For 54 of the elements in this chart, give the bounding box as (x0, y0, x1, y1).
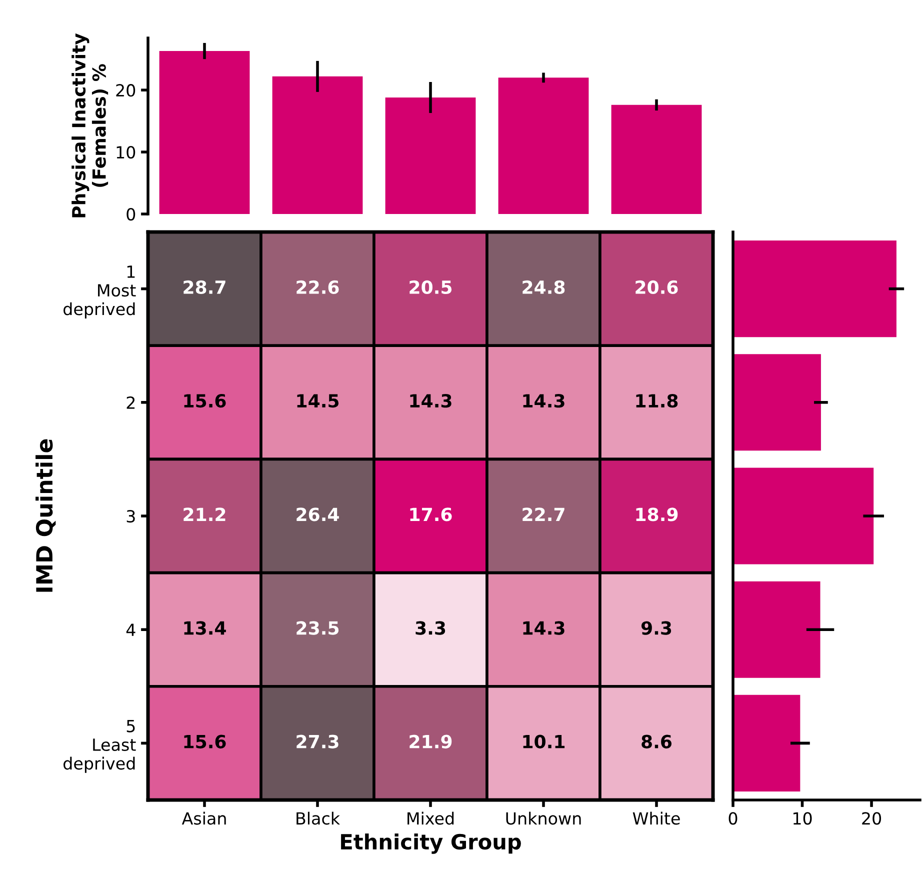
data-label: 15.6 (184, 734, 226, 748)
y-tick-label: 0 (126, 208, 136, 221)
data-label: 20.5 (410, 280, 452, 294)
data-label: 21.9 (410, 734, 452, 748)
data-label: 8.6 (642, 734, 672, 748)
data-label: 22.6 (296, 280, 339, 294)
x-tick-label: Black (296, 812, 340, 825)
x-tick-label: 20 (862, 812, 882, 825)
bar (733, 354, 821, 451)
data-label: 14.3 (523, 394, 564, 408)
data-label: 11.8 (636, 394, 678, 408)
x-tick-label: White (632, 812, 680, 825)
y-tick-label: 2 (126, 396, 135, 409)
y-tick-label: 10 (116, 146, 136, 159)
x-tick-label: Mixed (408, 812, 454, 825)
data-label: 17.6 (410, 508, 452, 522)
y-tick-label: 1 Most deprived (64, 266, 136, 319)
bar (733, 468, 874, 564)
x-axis-title: Ethnicity Group (341, 833, 521, 854)
x-tick-label: Asian (182, 812, 226, 825)
bar (159, 51, 250, 214)
data-label: 23.5 (296, 621, 339, 635)
x-tick-label: 10 (793, 812, 812, 825)
data-label: 14.3 (410, 394, 452, 408)
bar (733, 240, 896, 338)
data-label: 26.4 (296, 508, 339, 522)
bar (385, 97, 476, 214)
y-tick-label: 20 (116, 84, 136, 97)
data-label: 13.4 (184, 621, 226, 635)
y-tick-label: 3 (126, 510, 135, 523)
y-axis-title: IMD Quintile (36, 439, 56, 592)
data-label: 3.3 (416, 621, 446, 635)
data-label: 9.3 (641, 621, 672, 635)
x-tick-label: Unknown (506, 812, 581, 825)
y-axis-title: Physical Inactivity (Females) % (72, 33, 108, 218)
bar (733, 694, 800, 792)
data-label: 10.1 (523, 734, 565, 748)
data-label: 18.9 (636, 508, 678, 522)
y-tick-label: 4 (126, 624, 136, 636)
bar (272, 76, 363, 214)
data-label: 27.3 (296, 734, 338, 748)
bar (498, 78, 589, 214)
bar (611, 104, 702, 214)
data-label: 28.7 (184, 280, 226, 294)
data-label: 14.5 (297, 394, 339, 408)
x-tick-label: 0 (728, 812, 738, 825)
y-tick-label: 5 Least deprived (64, 720, 136, 773)
data-label: 22.7 (522, 508, 564, 521)
bar (733, 581, 820, 678)
data-label: 20.6 (636, 280, 678, 294)
data-label: 24.8 (522, 280, 565, 294)
data-label: 15.6 (184, 394, 226, 408)
data-label: 14.3 (523, 621, 564, 635)
data-label: 21.2 (184, 508, 226, 521)
